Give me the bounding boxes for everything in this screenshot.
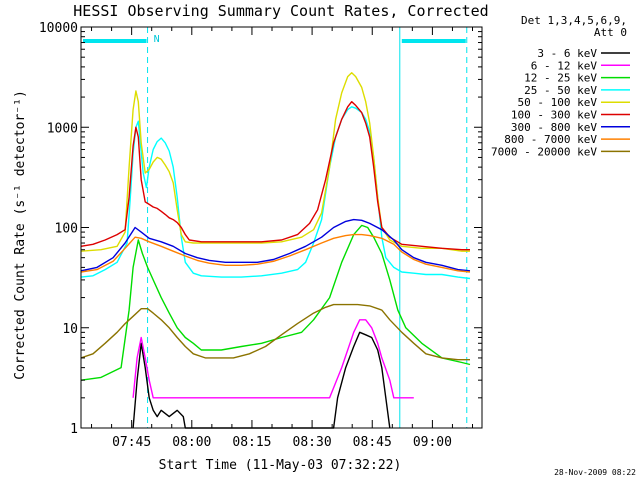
legend-label-1: 6 - 12 keV xyxy=(531,59,598,72)
timestamp: 28-Nov-2009 08:22 xyxy=(554,468,636,477)
series-line-3 xyxy=(80,106,471,280)
y-axis-label: Corrected Count Rate (s⁻¹ detector⁻¹) xyxy=(13,90,28,380)
series-line-8 xyxy=(80,303,470,361)
x-tick-label-1: 08:00 xyxy=(172,435,211,450)
series-line-5 xyxy=(80,100,470,251)
x-tick-label-0: 07:45 xyxy=(112,435,151,450)
x-tick-label-4: 08:45 xyxy=(353,435,392,450)
y-tick-label-4: 10000 xyxy=(39,21,78,36)
legend-label-2: 12 - 25 keV xyxy=(524,72,597,85)
x-axis-label: Start Time (11-May-03 07:32:22) xyxy=(159,458,402,473)
series-line-2 xyxy=(80,224,471,381)
series-line-6 xyxy=(80,218,471,272)
x-tick-label-5: 09:00 xyxy=(413,435,452,450)
legend-title-1: Att 0 xyxy=(594,26,627,39)
legend-label-6: 300 - 800 keV xyxy=(511,121,597,134)
legend-label-5: 100 - 300 keV xyxy=(511,109,597,122)
legend-label-7: 800 - 7000 keV xyxy=(504,133,597,146)
legend-label-4: 50 - 100 keV xyxy=(518,96,598,109)
x-tick-label-3: 08:30 xyxy=(293,435,332,450)
series-line-0 xyxy=(132,331,391,429)
chart-title: HESSI Observing Summary Count Rates, Cor… xyxy=(73,2,488,20)
legend-title-0: Det 1,3,4,5,6,9, xyxy=(521,14,627,27)
series-line-1 xyxy=(132,319,414,399)
y-tick-label-3: 1000 xyxy=(47,121,78,136)
series-line-7 xyxy=(80,233,471,273)
legend-label-3: 25 - 50 keV xyxy=(524,84,597,97)
y-tick-label-0: 1 xyxy=(70,422,78,437)
x-tick-label-2: 08:15 xyxy=(232,435,271,450)
night-marker: N xyxy=(154,34,160,45)
legend-label-8: 7000 - 20000 keV xyxy=(491,145,597,158)
legend-label-0: 3 - 6 keV xyxy=(537,47,597,60)
plot-frame xyxy=(80,26,483,429)
y-tick-label-1: 10 xyxy=(62,322,78,337)
series-line-4 xyxy=(80,71,470,252)
y-tick-label-2: 100 xyxy=(55,222,78,237)
